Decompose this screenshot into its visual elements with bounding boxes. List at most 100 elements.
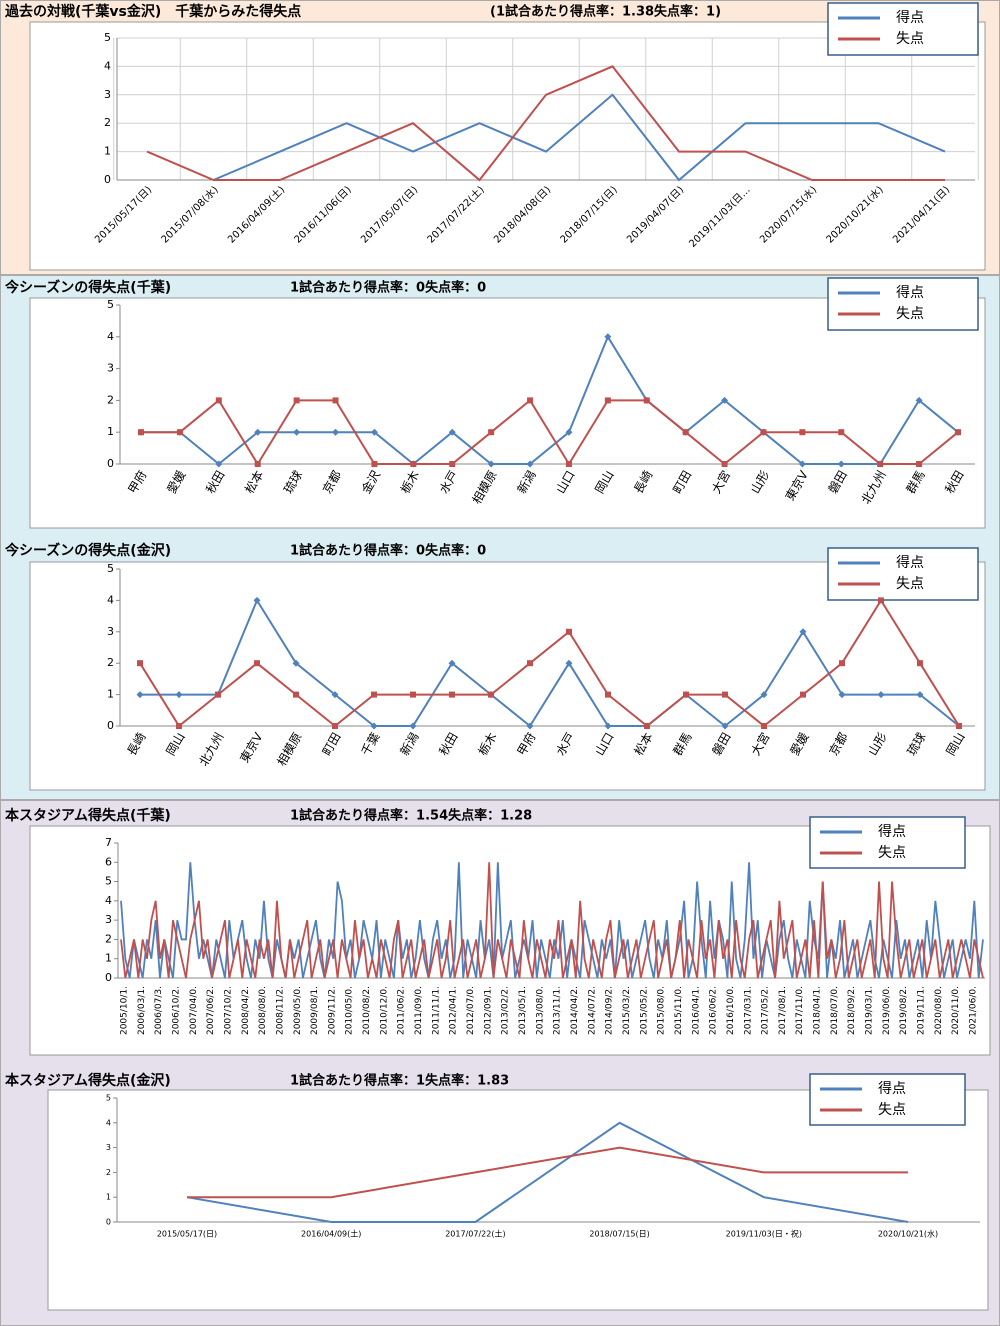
- point: [604, 333, 612, 341]
- chart-title: 過去の対戦(千葉vs金沢) 千葉からみた得失点: [4, 3, 301, 20]
- y-tick-label: 2: [107, 393, 114, 406]
- point: [877, 461, 884, 467]
- x-tick-label: 2015/05/17(日): [157, 1230, 217, 1239]
- x-tick-label: 2010/12/0.: [379, 986, 389, 1035]
- x-tick-label: 2006/07/3.: [154, 986, 164, 1035]
- point: [215, 460, 223, 468]
- point: [877, 691, 885, 699]
- point: [449, 461, 456, 467]
- point: [448, 659, 456, 667]
- legend-box: [827, 277, 979, 331]
- point: [332, 397, 339, 404]
- point: [175, 691, 183, 699]
- point: [760, 429, 767, 436]
- chart-subtitle: (1試合あたり得点率：1.38失点率：1): [490, 4, 721, 20]
- point: [370, 428, 378, 436]
- series-line: [141, 398, 959, 466]
- point: [371, 691, 377, 698]
- point: [798, 460, 806, 468]
- point: [838, 691, 846, 699]
- point: [917, 660, 923, 667]
- y-tick-label: 5: [104, 31, 111, 44]
- x-tick-label: 2007/10/2.: [223, 986, 233, 1035]
- point: [683, 691, 689, 698]
- legend-label: 得点: [878, 1080, 906, 1097]
- y-tick-label: 5: [107, 562, 114, 575]
- point: [292, 659, 300, 667]
- point: [565, 428, 573, 436]
- x-tick-label: 2005/10/1.: [120, 986, 130, 1035]
- x-tick-label: 2008/08/0.: [258, 986, 268, 1035]
- x-tick-label: 2009/08/1.: [310, 986, 320, 1035]
- point: [721, 461, 728, 467]
- x-tick-label: 2006/03/1.: [137, 986, 147, 1035]
- legend-box: [809, 816, 966, 869]
- plot-box: [29, 21, 986, 271]
- x-tick-label: 2010/08/2.: [362, 986, 372, 1035]
- point: [604, 722, 612, 730]
- point: [837, 460, 845, 468]
- point: [410, 691, 416, 698]
- y-tick-label: 4: [105, 894, 112, 907]
- point: [604, 397, 611, 404]
- chart-title: 本スタジアム得失点(千葉): [5, 807, 171, 824]
- point: [800, 691, 806, 698]
- point: [293, 428, 301, 436]
- x-tick-label: 2019/11/03(日・祝): [726, 1229, 802, 1239]
- x-tick-label: 2019/06/0.: [882, 986, 892, 1035]
- plot-box: [29, 297, 986, 529]
- y-tick-label: 4: [106, 1118, 111, 1127]
- point: [331, 691, 339, 699]
- point: [136, 691, 144, 699]
- x-tick-label: 2018/07/15(日): [589, 1230, 649, 1239]
- point: [488, 429, 495, 436]
- point: [254, 461, 261, 467]
- x-tick-label: 2017/03/1.: [743, 986, 753, 1035]
- x-tick-label: 2013/11/1.: [553, 986, 563, 1035]
- x-tick-label: 2015/03/2.: [622, 986, 632, 1035]
- y-tick-label: 5: [107, 298, 114, 311]
- point: [915, 396, 923, 404]
- chart-title: 今シーズンの得失点(金沢): [4, 542, 171, 559]
- point: [449, 691, 455, 698]
- point: [448, 428, 456, 436]
- y-tick-label: 2: [106, 1168, 111, 1177]
- x-tick-label: 2014/07/2.: [587, 986, 597, 1035]
- point: [215, 397, 222, 404]
- point: [371, 461, 378, 467]
- point: [176, 429, 183, 436]
- point: [488, 691, 494, 698]
- point: [682, 429, 689, 436]
- point: [565, 461, 572, 467]
- legend-label: 得点: [878, 823, 906, 840]
- series-line: [187, 1146, 908, 1199]
- point: [722, 691, 728, 698]
- point: [955, 429, 961, 436]
- point: [799, 628, 807, 636]
- point: [138, 429, 144, 436]
- legend-label: 得点: [896, 9, 924, 26]
- y-tick-label: 5: [106, 1094, 111, 1103]
- x-tick-label: 2020/10/21(水): [878, 1229, 938, 1239]
- x-tick-label: 2011/06/2.: [397, 986, 407, 1035]
- point: [487, 460, 495, 468]
- point: [916, 461, 923, 467]
- series-line: [186, 1121, 909, 1223]
- x-tick-label: 2014/04/2.: [570, 986, 580, 1035]
- point: [566, 628, 572, 635]
- y-tick-label: 0: [107, 457, 114, 470]
- legend-box: [809, 1073, 966, 1126]
- legend-label: 失点: [896, 306, 924, 322]
- x-tick-label: 2013/08/0.: [535, 986, 545, 1035]
- y-tick-label: 0: [104, 173, 111, 186]
- y-tick-label: 6: [105, 855, 112, 868]
- point: [526, 722, 534, 730]
- x-tick-label: 2012/04/1.: [449, 986, 459, 1035]
- point: [916, 691, 924, 699]
- series-line: [139, 598, 960, 728]
- point: [527, 660, 533, 667]
- point: [176, 723, 182, 729]
- x-tick-label: 2015/11/0.: [674, 986, 684, 1035]
- chart-subtitle: 1試合あたり得点率：1失点率：1.83: [290, 1073, 509, 1089]
